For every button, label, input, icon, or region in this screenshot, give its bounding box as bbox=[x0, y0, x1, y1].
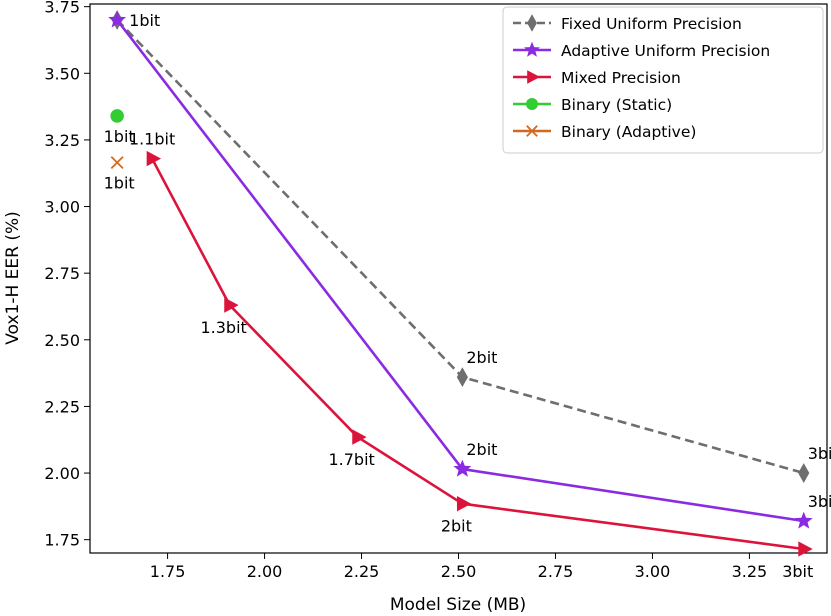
y-tick-label: 3.25 bbox=[44, 131, 80, 150]
x-tick-label: 2.25 bbox=[344, 562, 380, 581]
legend-label: Binary (Adaptive) bbox=[561, 123, 696, 141]
data-label: 3bit bbox=[782, 562, 813, 581]
data-point bbox=[456, 496, 472, 512]
data-label: 1bit bbox=[104, 127, 135, 146]
data-point bbox=[456, 367, 468, 388]
y-axis-ticks: 1.75 2.00 2.25 2.50 2.75 3.00 3.25 3.50 3.75 bbox=[44, 0, 90, 550]
legend-marker bbox=[524, 41, 540, 57]
y-tick-label: 3.50 bbox=[44, 64, 80, 83]
data-label: 1bit bbox=[129, 11, 160, 30]
data-label: 3bit bbox=[808, 444, 831, 463]
x-tick-label: 2.50 bbox=[441, 562, 477, 581]
legend-label: Fixed Uniform Precision bbox=[561, 15, 742, 33]
x-axis-ticks: 1.75 2.00 2.25 2.50 2.75 3.00 3.25 bbox=[150, 553, 767, 581]
series-mixed-precision: 1.1bit 1.3bit 1.7bit 2bit 3bit bbox=[129, 130, 813, 581]
y-tick-label: 1.75 bbox=[44, 531, 80, 550]
data-point bbox=[352, 429, 367, 445]
legend-marker bbox=[527, 70, 540, 84]
y-tick-label: 3.75 bbox=[44, 0, 80, 17]
x-tick-label: 1.75 bbox=[150, 562, 186, 581]
legend-item: Binary (Static) bbox=[513, 96, 672, 114]
legend-item: Fixed Uniform Precision bbox=[513, 14, 742, 33]
data-point bbox=[798, 541, 813, 557]
data-point bbox=[794, 511, 813, 529]
y-tick-label: 2.50 bbox=[44, 331, 80, 350]
data-point bbox=[453, 459, 472, 477]
data-label: 1bit bbox=[104, 174, 135, 193]
data-point bbox=[798, 463, 810, 483]
legend-item: Binary (Adaptive) bbox=[513, 123, 696, 141]
data-point bbox=[224, 297, 239, 313]
legend-label: Mixed Precision bbox=[561, 69, 681, 87]
series-adaptive-uniform-precision: 2bit 3bit bbox=[108, 10, 831, 529]
data-point bbox=[110, 109, 124, 123]
data-label: 2bit bbox=[466, 348, 497, 367]
legend-label: Binary (Static) bbox=[561, 96, 672, 114]
x-tick-label: 2.00 bbox=[247, 562, 283, 581]
data-label: 1.1bit bbox=[129, 130, 175, 149]
legend-marker bbox=[527, 14, 537, 32]
y-tick-label: 2.75 bbox=[44, 264, 80, 283]
data-point bbox=[146, 150, 162, 167]
data-label: 1.3bit bbox=[200, 318, 246, 337]
data-label: 1.7bit bbox=[328, 450, 374, 469]
series-binary-adaptive: 1bit bbox=[104, 156, 135, 193]
legend-item: Adaptive Uniform Precision bbox=[513, 41, 770, 60]
x-tick-label: 3.25 bbox=[732, 562, 768, 581]
data-label: 3bit bbox=[808, 492, 831, 511]
data-point bbox=[110, 156, 124, 170]
y-axis-label: Vox1-H EER (%) bbox=[3, 211, 23, 345]
series-binary-static: 1bit bbox=[104, 109, 135, 146]
x-tick-label: 2.75 bbox=[538, 562, 574, 581]
y-tick-label: 2.25 bbox=[44, 397, 80, 416]
legend-box bbox=[502, 6, 824, 154]
y-tick-label: 3.00 bbox=[44, 198, 80, 217]
data-label: 2bit bbox=[441, 517, 472, 536]
legend-item: Mixed Precision bbox=[513, 69, 681, 87]
series-fixed-uniform-precision: 1bit 2bit 3bit bbox=[111, 10, 831, 483]
legend-marker bbox=[526, 98, 538, 110]
series-layer: 1bit2bit3bit2bit3bit1.1bit1.3bit1.7bit2b… bbox=[104, 10, 831, 581]
data-point bbox=[108, 10, 127, 28]
legend-label: Adaptive Uniform Precision bbox=[561, 42, 770, 60]
data-label: 2bit bbox=[466, 440, 497, 459]
x-tick-label: 3.00 bbox=[635, 562, 671, 581]
legend: Fixed Uniform Precision Adaptive Uniform … bbox=[502, 6, 824, 154]
x-axis-label: Model Size (MB) bbox=[390, 595, 526, 615]
y-tick-label: 2.00 bbox=[44, 464, 80, 483]
legend-marker bbox=[526, 125, 538, 137]
